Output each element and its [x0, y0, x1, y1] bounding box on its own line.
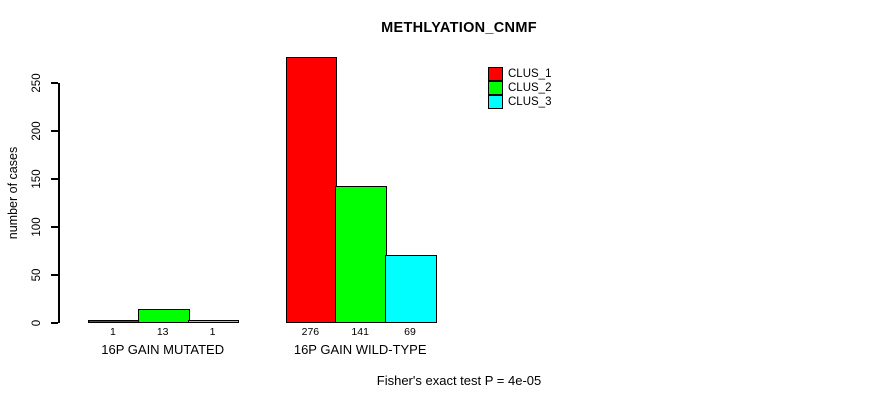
- bar-clus_1: [285, 56, 338, 323]
- bar-clus_3: [187, 320, 240, 323]
- y-axis-tick: [51, 273, 58, 276]
- y-axis-tick: [51, 82, 58, 84]
- group-label: 16P GAIN WILD-TYPE: [293, 342, 427, 357]
- y-axis-tick: [51, 321, 58, 324]
- y-axis-tick: [51, 129, 58, 132]
- y-axis-tick: [51, 225, 58, 228]
- bar-value-label: 276: [301, 326, 320, 338]
- y-axis-tick-label: 250: [31, 73, 43, 93]
- bar-value-label: 1: [109, 326, 116, 338]
- legend-label: CLUS_3: [508, 96, 552, 108]
- chart-title: METHLYATION_CNMF: [381, 20, 537, 36]
- legend-item: CLUS_2: [488, 81, 551, 95]
- y-axis-label-text: number of cases: [6, 146, 20, 240]
- y-axis-tick: [51, 177, 58, 180]
- legend-label: CLUS_2: [508, 82, 552, 94]
- legend-item: CLUS_3: [488, 95, 551, 109]
- y-axis-tick-label: 100: [31, 217, 43, 237]
- bar-value-label: 13: [156, 326, 169, 338]
- bar-value-label: 141: [351, 326, 369, 338]
- bar-clus_2: [137, 308, 190, 323]
- bar-clus_3: [385, 254, 437, 323]
- y-axis-line: [58, 83, 60, 323]
- legend-swatch-clus_1: [488, 67, 503, 81]
- y-axis-tick-label: 150: [31, 169, 43, 189]
- bar-clus_1: [88, 320, 140, 323]
- y-axis-tick-label: 200: [31, 121, 43, 141]
- stat-annotation: Fisher's exact test P = 4e-05: [376, 373, 542, 388]
- legend: CLUS_1 CLUS_2 CLUS_3: [488, 67, 551, 109]
- y-axis-tick-label: 50: [31, 268, 43, 281]
- legend-swatch-clus_3: [488, 95, 503, 109]
- bar-value-label: 1: [209, 326, 216, 338]
- bar-clus_2: [335, 185, 388, 323]
- group-label: 16P GAIN MUTATED: [101, 342, 225, 357]
- y-axis-tick-label: 0: [31, 319, 43, 326]
- bar-value-label: 69: [404, 326, 416, 338]
- y-axis-label: number of cases: [6, 123, 20, 263]
- legend-item: CLUS_1: [488, 67, 551, 81]
- legend-label: CLUS_1: [508, 68, 552, 80]
- legend-swatch-clus_2: [488, 81, 503, 95]
